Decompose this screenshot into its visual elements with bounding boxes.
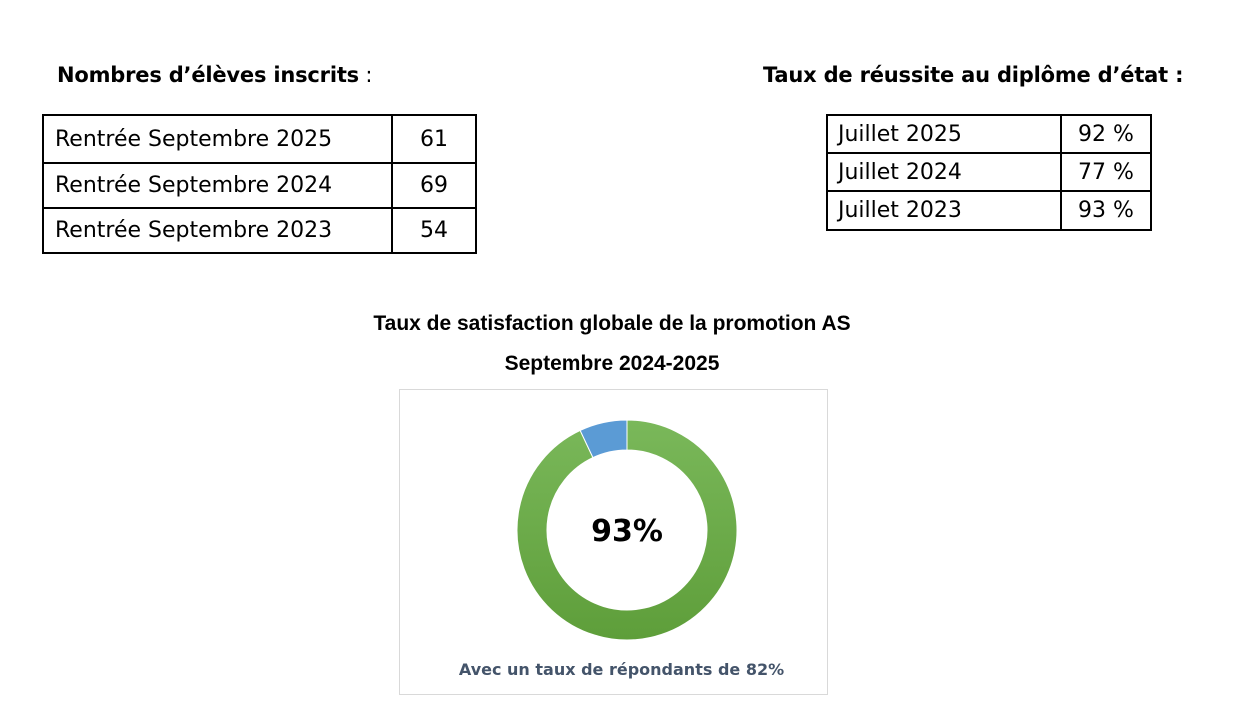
donut-slice-satisfied <box>516 419 738 641</box>
enrollment-table: Rentrée Septembre 2025 61 Rentrée Septem… <box>42 114 477 254</box>
table-row: Rentrée Septembre 2025 61 <box>42 114 477 164</box>
success-label: Juillet 2024 <box>826 152 1062 192</box>
chart-subtitle: Septembre 2024-2025 <box>504 352 720 375</box>
success-label: Juillet 2023 <box>826 190 1062 231</box>
enrollment-heading-text: Nombres d’élèves inscrits <box>57 63 359 87</box>
enrollment-value: 61 <box>391 114 477 164</box>
table-row: Juillet 2024 77 % <box>826 152 1152 192</box>
enrollment-label: Rentrée Septembre 2025 <box>42 114 393 164</box>
success-heading: Taux de réussite au diplôme d’état : <box>763 63 1184 87</box>
chart-panel: 93% Avec un taux de répondants de 82% <box>399 389 828 695</box>
table-row: Juillet 2023 93 % <box>826 190 1152 231</box>
enrollment-heading-colon: : <box>358 63 373 87</box>
enrollment-label: Rentrée Septembre 2024 <box>42 162 393 209</box>
success-value: 77 % <box>1060 152 1152 192</box>
enrollment-value: 69 <box>391 162 477 209</box>
success-label: Juillet 2025 <box>826 114 1062 154</box>
success-rate-table: Juillet 2025 92 % Juillet 2024 77 % Juil… <box>826 114 1152 231</box>
success-value: 92 % <box>1060 114 1152 154</box>
table-row: Rentrée Septembre 2023 54 <box>42 207 477 254</box>
chart-title: Taux de satisfaction globale de la promo… <box>373 312 851 335</box>
table-row: Juillet 2025 92 % <box>826 114 1152 154</box>
respondents-note: Avec un taux de répondants de 82% <box>458 660 785 679</box>
donut-slice-other <box>579 419 628 459</box>
enrollment-value: 54 <box>391 207 477 254</box>
enrollment-label: Rentrée Septembre 2023 <box>42 207 393 254</box>
table-row: Rentrée Septembre 2024 69 <box>42 162 477 209</box>
donut-chart <box>516 419 738 641</box>
enrollment-heading: Nombres d’élèves inscrits : <box>57 63 373 87</box>
center-percentage-label: 93% <box>591 514 663 549</box>
success-value: 93 % <box>1060 190 1152 231</box>
